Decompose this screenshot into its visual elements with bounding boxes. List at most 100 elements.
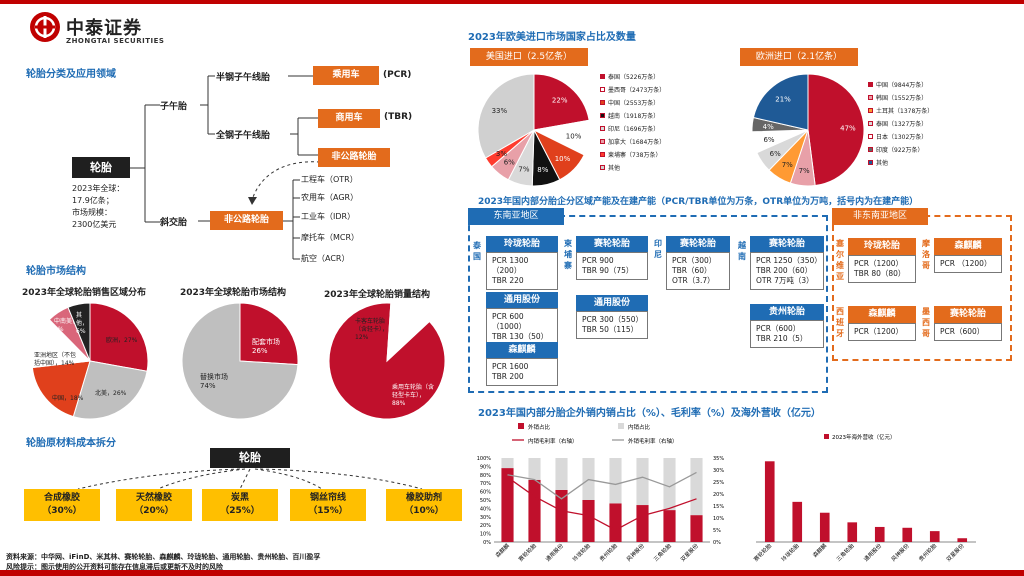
pie-slice — [386, 302, 431, 363]
line-export-margin — [507, 471, 697, 500]
section-title-classification: 轮胎分类及应用领域 — [26, 69, 116, 80]
legend-item: 印尼（1696万条） — [600, 124, 665, 133]
y2-tick-label: 15% — [713, 504, 724, 510]
capacity-box-tongyong-kh: 通用股份 PCR 300（550） TBR 50（115） — [576, 295, 648, 339]
pie3-chart — [328, 302, 446, 420]
bar-export — [555, 489, 568, 542]
pie1-label: 中南美，6% — [54, 318, 79, 333]
section-title-cost: 轮胎原材料成本拆分 — [26, 438, 116, 449]
line-domestic-margin — [507, 476, 697, 531]
bar-domestic — [663, 458, 676, 511]
legend-swatch — [600, 139, 605, 144]
bar-domestic — [690, 458, 703, 516]
legend-label: 印度（922万条） — [876, 147, 924, 154]
legend-swatch — [868, 121, 873, 126]
legend-swatch — [518, 423, 524, 429]
y2-tick-label: 30% — [713, 468, 724, 474]
x-tick-label: 赛轮轮胎 — [517, 541, 539, 563]
pie1-label: 欧洲，27% — [106, 337, 138, 344]
bar-overseas-revenue — [792, 501, 803, 542]
bar-overseas-revenue — [764, 461, 775, 542]
x-tick-label: 风神股份 — [625, 541, 647, 563]
bar-overseas-revenue — [819, 512, 830, 542]
x-tick-label: 贵州轮胎 — [598, 541, 620, 563]
cost-item-natural-rubber: 天然橡胶 （20%） — [116, 489, 192, 521]
x-tick-label: 三角轮胎 — [834, 541, 856, 563]
y2-tick-label: 0% — [713, 540, 721, 546]
country-vietnam: 越南 — [736, 240, 748, 262]
pie1-label: 中国，18% — [52, 395, 84, 402]
legend-label: 泰国（1327万条） — [876, 121, 928, 128]
section-title-margin: 2023年国内部分胎企外销内销占比（%）、毛利率（%）及海外营收（亿元） — [478, 408, 821, 419]
tree-all-steel: 全钢子午线胎 — [216, 131, 271, 141]
legend-label: 外销占比 — [528, 423, 551, 431]
pie1-label: 其他，6% — [76, 312, 89, 335]
legend-label: 2023年海外营收（亿元） — [832, 433, 896, 441]
legend-label: 越南（1918万条） — [608, 113, 660, 120]
pie3-label: 乘用车轮胎（含轻型卡车），88% — [392, 384, 435, 407]
legend-label: 内销占比 — [628, 423, 651, 431]
bar-export — [690, 515, 703, 542]
bar-domestic — [609, 458, 622, 504]
legend-swatch — [600, 74, 605, 79]
capacity-box-sailun-kh: 赛轮轮胎 PCR 900 TBR 90（75） — [576, 236, 648, 280]
pie-pct-label: 7% — [518, 166, 529, 174]
bar-export — [528, 479, 541, 542]
pie-pct-label: 6% — [770, 150, 781, 158]
legend-swatch — [600, 165, 605, 170]
pie-pct-label: 21% — [775, 96, 791, 104]
cost-item-synthetic-rubber: 合成橡胶 （30%） — [24, 489, 100, 521]
offroad-item: 工程车（OTR） — [301, 175, 358, 184]
bar-domestic — [528, 458, 541, 480]
pie-pct-label: 4% — [763, 123, 774, 131]
y-tick-label: 0% — [483, 540, 491, 546]
bar-export — [663, 510, 676, 542]
x-tick-label: 玲珑轮胎 — [571, 541, 593, 563]
pie-pct-label: 47% — [840, 124, 856, 132]
legend-item: 其他 — [868, 158, 933, 167]
legend-item: 泰国（5226万条） — [600, 72, 665, 81]
x-tick-label: 森麒麟 — [494, 541, 512, 559]
y-tick-label: 20% — [480, 523, 491, 529]
section-title-capacity: 2023年国内部分胎企分区域产能及在建产能（PCR/TBR单位为万条，OTR单位… — [478, 197, 919, 207]
x-tick-label: 森麒麟 — [811, 541, 829, 559]
legend-label: 内销毛利率（右轴） — [528, 437, 578, 445]
y-tick-label: 10% — [480, 532, 491, 538]
cost-item-additives: 橡胶助剂 （10%） — [386, 489, 462, 521]
tree-semi-steel: 半钢子午线胎 — [216, 73, 271, 83]
legend-swatch — [600, 87, 605, 92]
pie-slice — [72, 360, 148, 420]
legend-swatch — [824, 434, 829, 439]
pie-pct-label: 33% — [492, 107, 508, 115]
cost-item-carbon-black: 炭黑 （25%） — [202, 489, 278, 521]
capacity-box-sailun-id: 赛轮轮胎 PCR（300） TBR（60） OTR（3.7） — [666, 236, 730, 290]
y-tick-label: 60% — [480, 490, 491, 496]
legend-swatch — [600, 113, 605, 118]
x-tick-label: 三角轮胎 — [652, 541, 674, 563]
pie2-label: 配套市场 26% — [252, 338, 280, 355]
pie-slice — [328, 302, 446, 420]
footer-source: 资料来源：中华网、iFinD、米其林、赛轮轮胎、森麒麟、玲珑轮胎、通用轮胎、贵州… — [6, 553, 321, 561]
legend-label: 外销毛利率（右轴） — [628, 437, 678, 445]
bar-domestic — [636, 458, 649, 506]
pie-pct-label: 6% — [763, 136, 774, 144]
us-import-pie: 22% 10% 10% 8% 7%6%3% 33% — [477, 73, 591, 187]
legend-swatch — [868, 108, 873, 113]
cost-root-tire: 轮胎 — [210, 448, 290, 468]
offroad-item: 农用车（AGR） — [301, 193, 359, 202]
x-tick-label: 风神股份 — [889, 541, 911, 563]
legend-label: 土耳其（1378万条） — [876, 108, 934, 115]
pie2-chart — [181, 302, 299, 420]
region-southeast-asia — [468, 215, 828, 393]
x-tick-label: 贵州轮胎 — [917, 541, 939, 563]
capacity-box-senqilin-th: 森麒麟 PCR 1600 TBR 200 — [486, 342, 558, 386]
legend-item: 越南（1918万条） — [600, 111, 665, 120]
legend-label: 韩国（1552万条） — [876, 95, 928, 102]
pie-slice — [181, 302, 299, 420]
legend-label: 加拿大（1684万条） — [608, 139, 666, 146]
capacity-box-sailun-mx: 赛轮轮胎 PCR（600） — [934, 306, 1002, 341]
legend-swatch — [618, 423, 624, 429]
eu-import-legend: 中国（9844万条） 韩国（1552万条） 土耳其（1378万条） 泰国（1327万条… — [868, 80, 933, 171]
x-tick-label: 玲珑轮胎 — [779, 541, 801, 563]
legend-item: 韩国（1552万条） — [868, 93, 933, 102]
